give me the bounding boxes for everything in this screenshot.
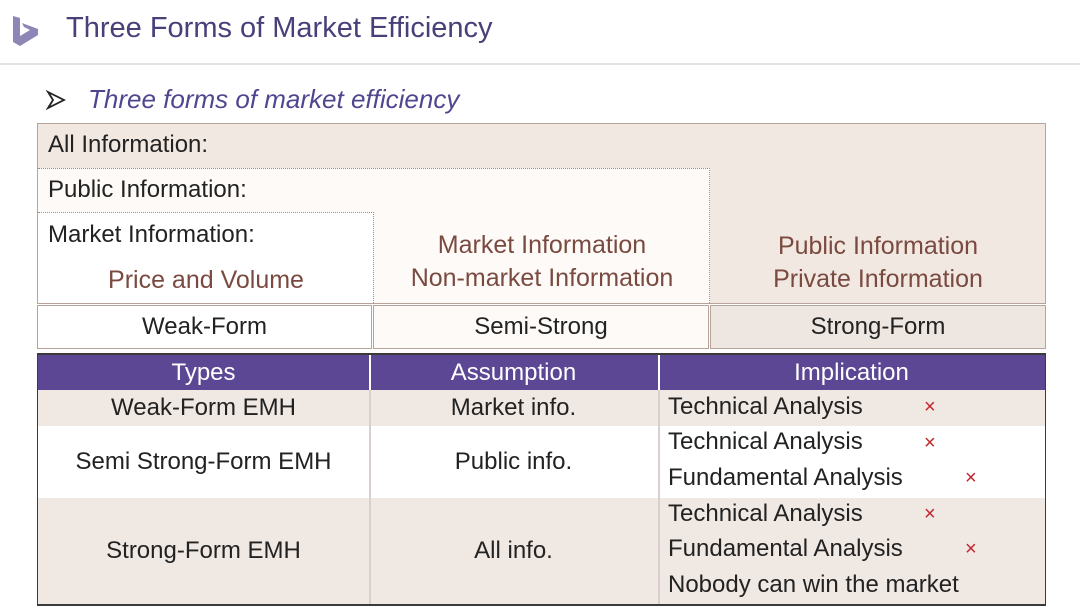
assumption-cell: Market info. xyxy=(450,394,577,421)
implication-text: Technical Analysis xyxy=(668,428,863,455)
cross-mark-icon: × xyxy=(965,467,977,489)
implication-text: Fundamental Analysis xyxy=(668,535,903,562)
bing-logo-icon xyxy=(13,16,38,46)
implication-item: Fundamental Analysis xyxy=(668,535,903,563)
table-row xyxy=(38,390,1045,426)
public-information-label: Public Information: xyxy=(48,176,247,203)
semi-strong-info-content: Market Information Non-market Informatio… xyxy=(374,229,710,295)
column-divider xyxy=(369,390,371,604)
header-divider xyxy=(658,355,660,390)
semi-strong-cell: Semi-Strong xyxy=(373,305,709,349)
header-types: Types xyxy=(171,358,236,386)
page-title: Three Forms of Market Efficiency xyxy=(66,12,493,44)
cross-mark-icon: × xyxy=(924,432,936,454)
type-cell: Weak-Form EMH xyxy=(111,394,296,421)
all-information-label: All Information: xyxy=(48,131,209,158)
weak-form-info-content: Price and Volume xyxy=(38,264,374,297)
market-information-box xyxy=(38,212,374,303)
arrow-bullet-icon xyxy=(45,89,67,111)
strong-form-info-content: Public Information Private Information xyxy=(710,230,1046,296)
market-information-label: Market Information: xyxy=(48,221,255,248)
table-row xyxy=(38,498,1045,604)
header-assumption: Assumption xyxy=(450,358,577,386)
header-implication: Implication xyxy=(794,358,909,386)
implication-item: Technical Analysis xyxy=(668,500,863,528)
type-cell: Semi Strong-Form EMH xyxy=(75,448,332,475)
header-divider xyxy=(0,63,1080,65)
assumption-cell: Public info. xyxy=(454,448,573,475)
implication-text: Technical Analysis xyxy=(668,393,863,420)
implication-text: Nobody can win the market xyxy=(668,571,959,598)
weak-form-cell: Weak-Form xyxy=(37,305,372,349)
column-divider xyxy=(658,390,660,604)
implication-text: Fundamental Analysis xyxy=(668,464,903,491)
header-divider xyxy=(369,355,371,390)
table-row xyxy=(38,426,1045,498)
strong-form-cell: Strong-Form xyxy=(710,305,1046,349)
semi-info-line: Non-market Information xyxy=(410,264,674,292)
weak-info-line: Price and Volume xyxy=(108,266,304,294)
table-header-row xyxy=(38,355,1045,390)
implication-item: Technical Analysis xyxy=(668,393,863,421)
implication-item: Nobody can win the market xyxy=(668,571,959,599)
type-cell: Strong-Form EMH xyxy=(106,537,301,564)
implication-item: Technical Analysis xyxy=(668,428,863,456)
semi-info-line: Market Information xyxy=(437,231,647,259)
bullet-text: Three forms of market efficiency xyxy=(88,84,460,114)
implication-text: Technical Analysis xyxy=(668,500,863,527)
cross-mark-icon: × xyxy=(924,503,936,525)
cross-mark-icon: × xyxy=(965,538,977,560)
strong-info-line: Public Information xyxy=(777,232,979,260)
cross-mark-icon: × xyxy=(924,396,936,418)
strong-info-line: Private Information xyxy=(773,265,983,293)
implication-item: Fundamental Analysis xyxy=(668,464,903,492)
assumption-cell: All info. xyxy=(474,537,553,564)
